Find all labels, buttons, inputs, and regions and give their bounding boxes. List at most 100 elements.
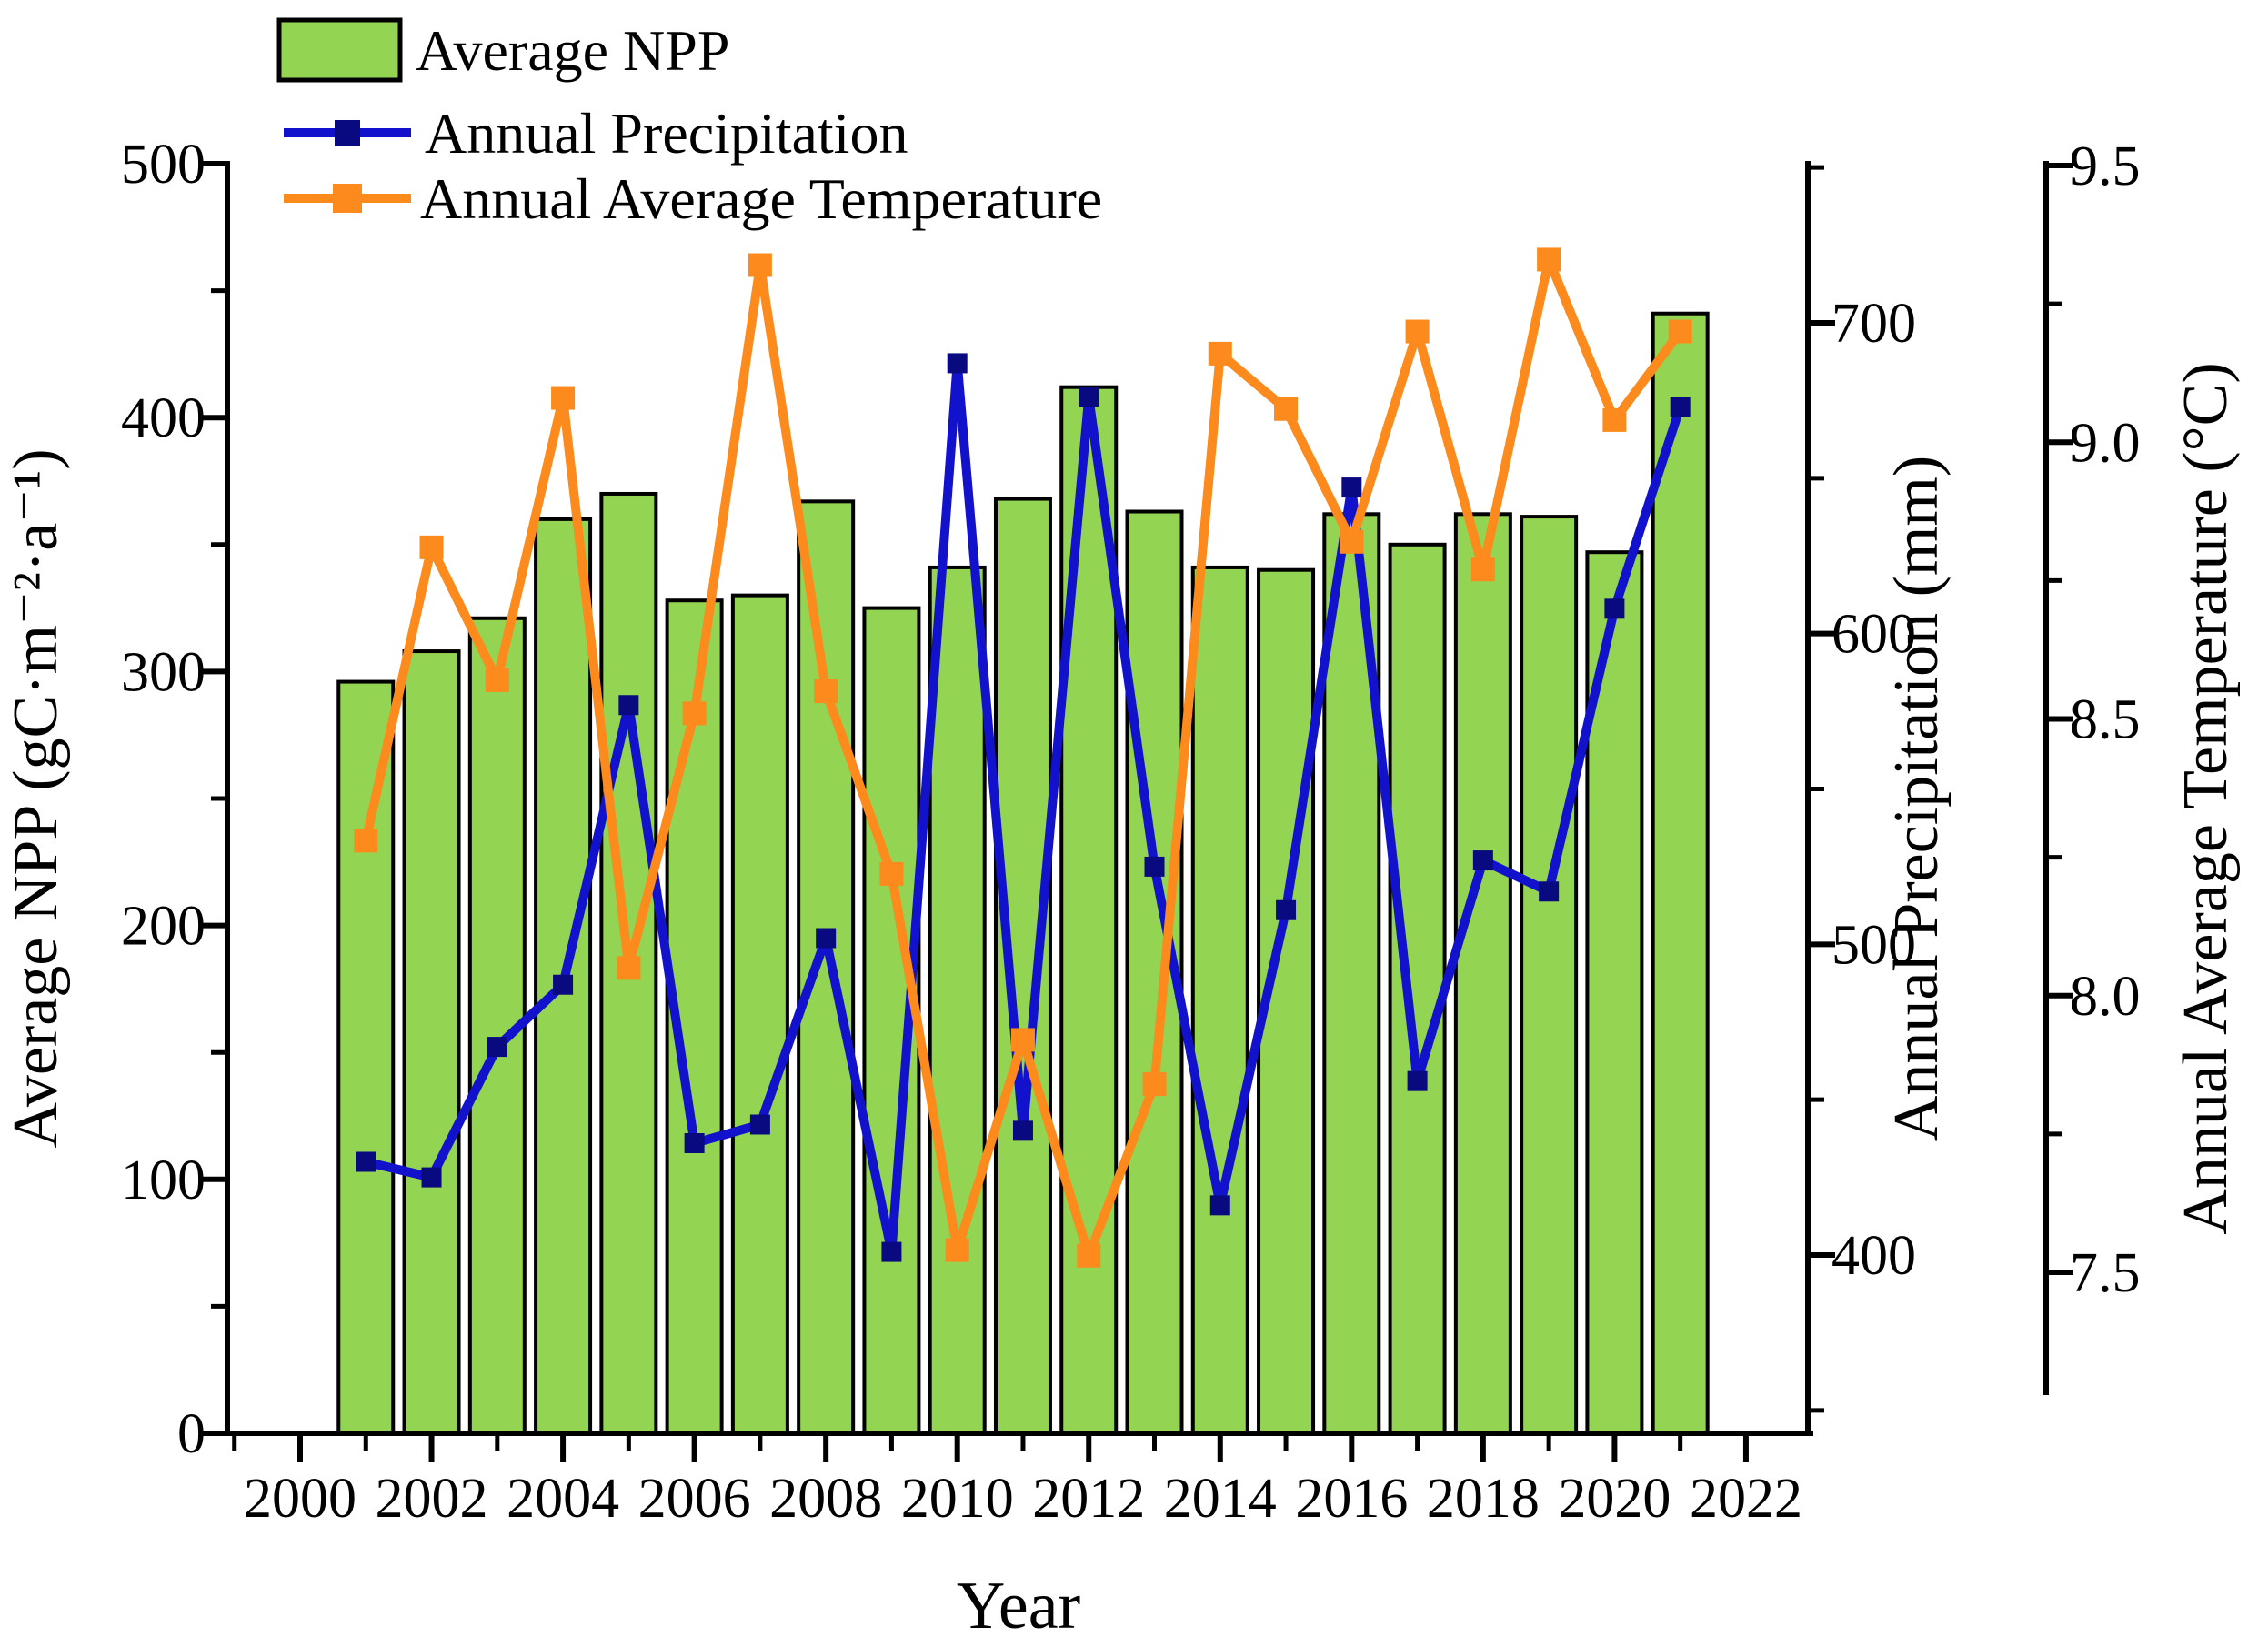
tick-label: 9.0 [2070,412,2141,474]
tick-label: 7.5 [2070,1242,2141,1304]
bottom-axis-year: 2000 2002 2004 2006 2008 2010 2012 2014 2016 2018… [223,1431,1813,1530]
temp-marker-2017 [1405,319,1430,344]
temp-marker-2011 [1010,1028,1035,1052]
tick-label: 2016 [1295,1468,1408,1530]
precipitation-marker-icon [335,120,360,146]
precip-marker-2019 [1539,881,1560,902]
tick-label: 2012 [1032,1468,1145,1530]
tick-label: 2000 [244,1468,356,1530]
tick-label: 2008 [769,1468,882,1530]
precip-marker-2018 [1472,850,1493,871]
x-axis-title: Year [957,1569,1080,1643]
precip-marker-2006 [684,1132,705,1153]
right-axis-temperature: 7.5 8.0 8.5 9.0 9.5 [2043,136,2141,1395]
temp-marker-2008 [814,679,838,704]
npp-bar-2007 [730,593,789,1435]
tick-label: 500 [121,134,206,196]
precip-marker-2003 [487,1037,507,1058]
npp-bar-2014 [1190,565,1249,1435]
precip-marker-2021 [1670,397,1691,417]
tick-label: 2022 [1690,1468,1802,1530]
tick-label: 2006 [638,1468,751,1530]
legend-label-precipitation: Annual Precipitation [425,101,908,166]
legend-label-npp: Average NPP [416,18,729,83]
precip-marker-2020 [1604,598,1625,619]
tick-label: 100 [121,1150,206,1211]
precip-marker-2017 [1407,1070,1428,1091]
temp-marker-2001 [354,829,378,853]
right-axis-precipitation: 400 500 600 700 [1805,161,1916,1436]
npp-bar-2018 [1453,512,1512,1435]
tick-label: 0 [177,1403,206,1465]
temp-marker-2021 [1668,319,1692,344]
precip-marker-2013 [1144,856,1165,877]
temp-marker-2003 [485,668,509,692]
precip-marker-2007 [749,1114,770,1135]
precip-marker-2015 [1276,899,1297,920]
temp-marker-2004 [551,386,576,410]
temp-marker-2010 [945,1238,969,1262]
tick-label: 2004 [507,1468,619,1530]
tick-label: 400 [1831,1225,1916,1287]
npp-bar-2010 [928,565,987,1435]
precip-marker-2008 [816,928,837,949]
temp-marker-2018 [1470,557,1495,582]
precip-marker-2012 [1079,387,1099,407]
temp-marker-2015 [1274,397,1299,421]
tick-label: 2002 [376,1468,488,1530]
legend-item-precipitation: Annual Precipitation [284,101,908,166]
precip-marker-2016 [1341,477,1362,498]
precip-marker-2010 [947,353,968,374]
tick-label: 8.0 [2070,966,2141,1028]
temp-marker-2019 [1537,247,1561,272]
precip-marker-2004 [553,974,574,995]
left-axis-title: Average NPP (gC·m⁻²·a⁻¹) [1,448,71,1148]
tick-label: 500 [1831,914,1916,976]
temperature-axis-title: Annual Average Temperature (°C) [2171,362,2241,1234]
precipitation-line-series [356,353,1691,1262]
temp-marker-2013 [1142,1072,1167,1097]
left-axis-npp: 0 100 200 300 400 500 [121,134,230,1465]
tick-label: 8.5 [2070,689,2141,751]
temp-marker-2012 [1077,1243,1101,1268]
npp-bar-2017 [1388,542,1447,1435]
temp-marker-2005 [617,956,641,980]
tick-label: 2020 [1558,1468,1671,1530]
temp-marker-2016 [1340,529,1364,554]
tick-label: 2014 [1164,1468,1277,1530]
legend: Average NPP Annual Precipitation Annual … [276,17,1102,231]
npp-bar-swatch-icon [276,17,403,83]
precipitation-axis-title: Annual Precipitation (mm) [1882,456,1952,1141]
precip-marker-2011 [1012,1120,1033,1141]
precip-marker-2005 [618,695,639,716]
npp-bar-2006 [665,598,724,1435]
temp-marker-2014 [1208,341,1232,366]
tick-label: 200 [121,896,206,958]
tick-label: 300 [121,641,206,703]
tick-label: 700 [1831,293,1916,355]
precip-marker-2002 [421,1167,442,1188]
tick-label: 2018 [1427,1468,1540,1530]
temp-marker-2006 [682,701,707,726]
precip-marker-2014 [1209,1195,1230,1216]
npp-bar-2008 [797,499,856,1435]
temperature-marker-icon [333,184,362,213]
tick-label: 600 [1831,604,1916,666]
temp-marker-2020 [1602,407,1627,432]
precip-marker-2001 [356,1151,376,1172]
npp-bar-2021 [1651,311,1710,1435]
npp-bar-2001 [336,679,396,1435]
tick-label: 400 [121,387,206,449]
temp-marker-2007 [748,253,772,277]
npp-bar-2002 [402,649,461,1435]
temp-marker-2009 [879,861,904,886]
tick-label: 2010 [901,1468,1014,1530]
temperature-line-series [354,247,1692,1268]
temp-marker-2002 [419,535,444,559]
legend-item-temperature: Annual Average Temperature [284,166,1102,231]
legend-item-npp: Average NPP [276,17,729,83]
npp-bar-2019 [1520,515,1579,1435]
precip-marker-2009 [881,1241,902,1262]
